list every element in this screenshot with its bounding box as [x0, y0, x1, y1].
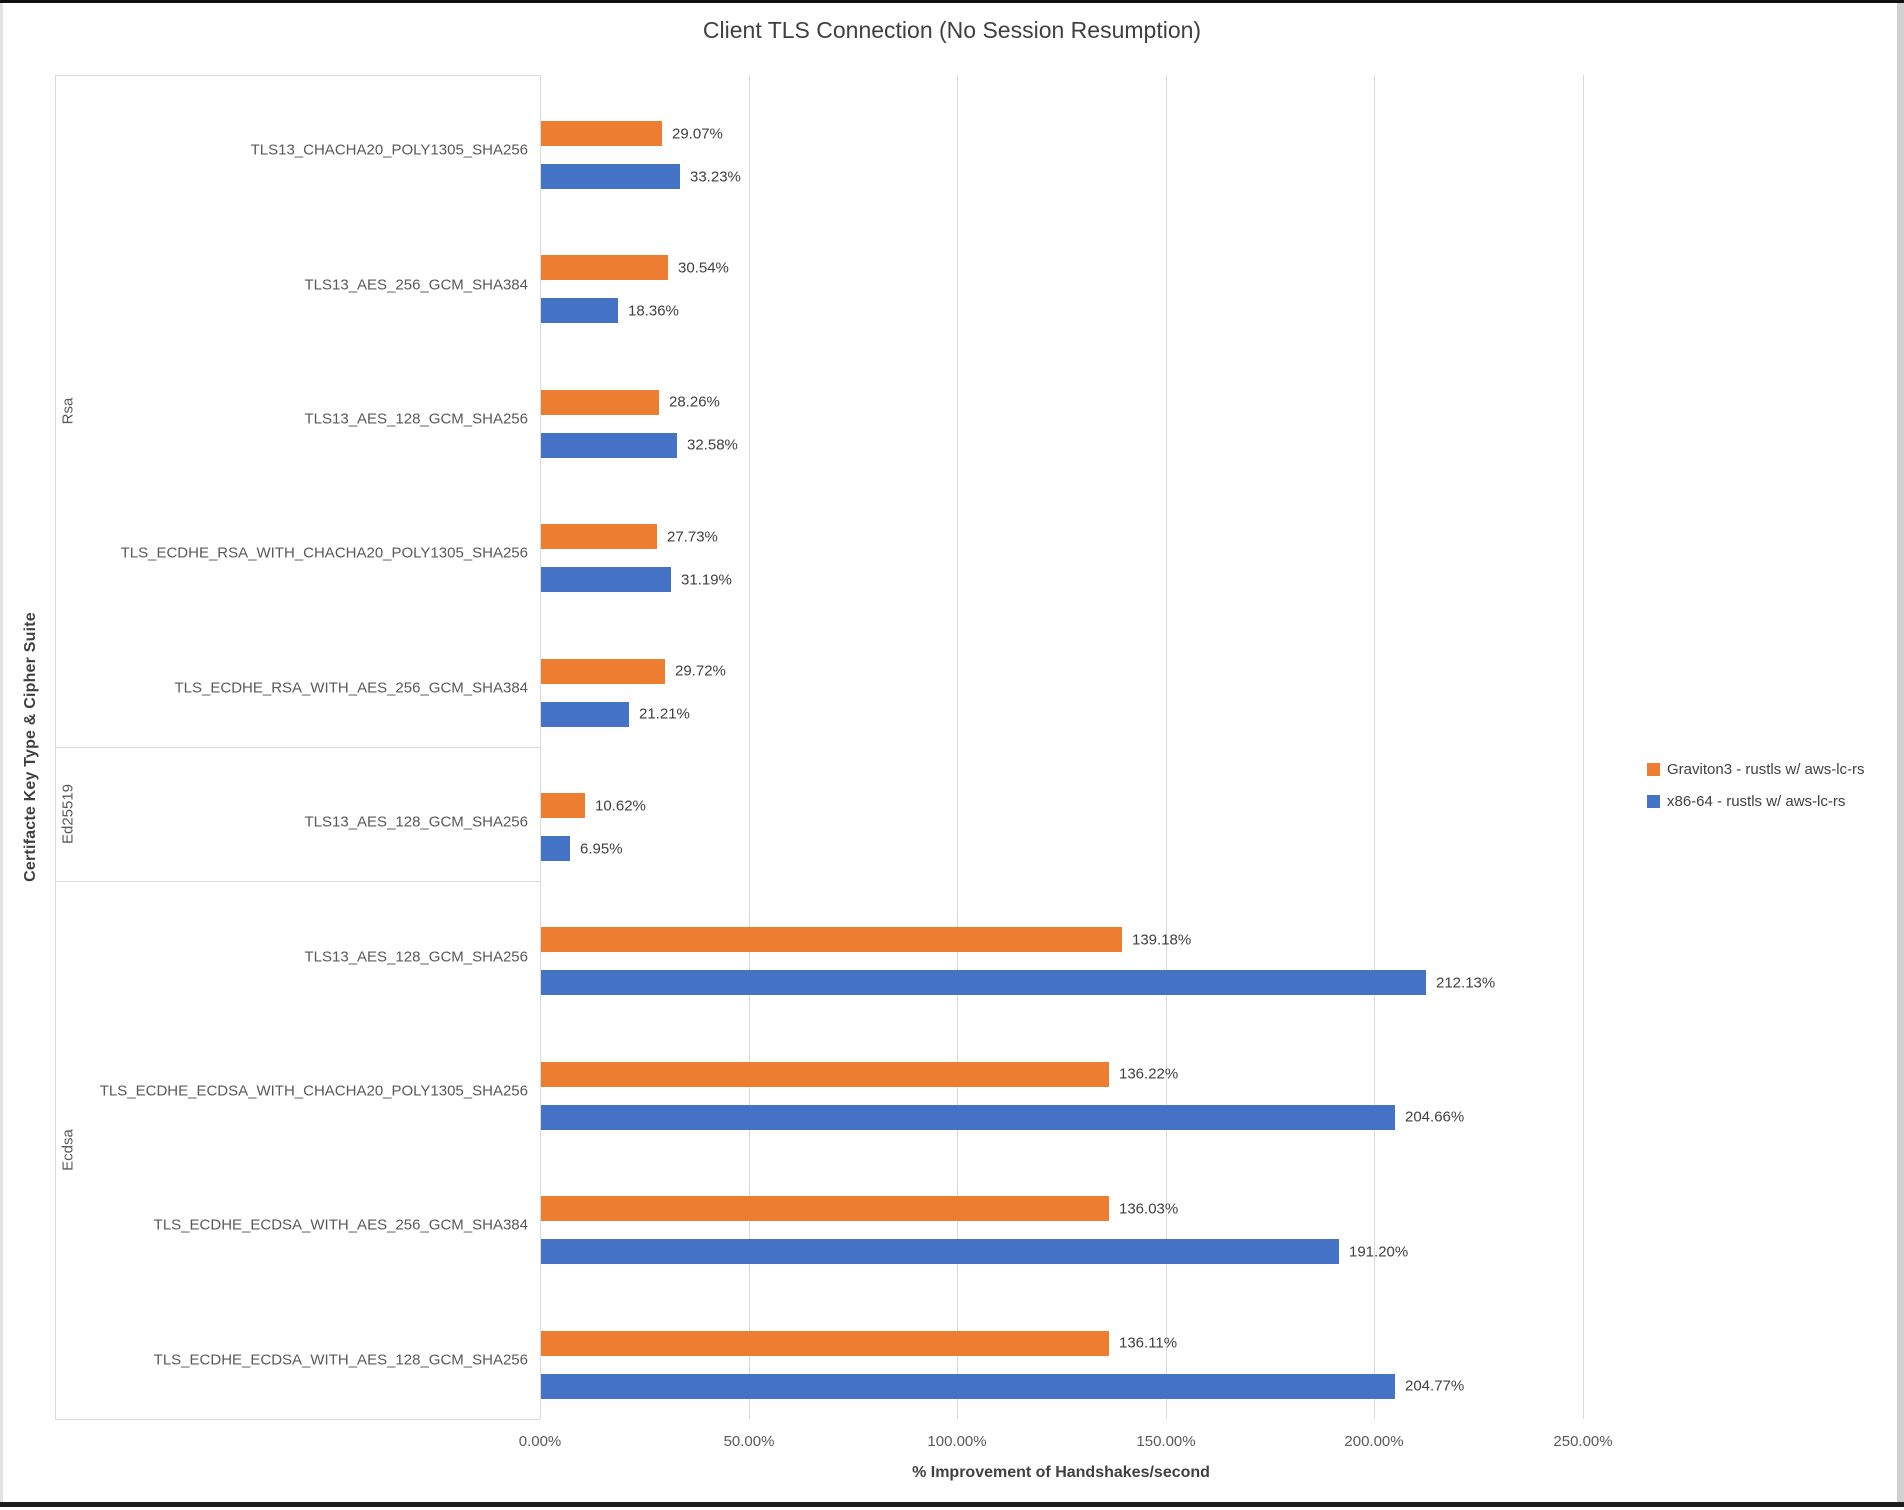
gridline: [1374, 75, 1375, 1419]
graviton3-data-label: 29.07%: [672, 125, 723, 143]
window-left-edge: [0, 3, 3, 1502]
label-box-bottom-border: [55, 1419, 540, 1420]
x86-64-bar[interactable]: [541, 567, 671, 592]
graviton3-data-label: 27.73%: [667, 528, 718, 546]
x-axis-tick-label: 0.00%: [518, 1433, 562, 1450]
y-axis-title: Certifacte Key Type & Cipher Suite: [22, 612, 39, 882]
gridline: [1166, 75, 1167, 1419]
graviton3-data-label: 30.54%: [678, 259, 729, 277]
graviton3-bar[interactable]: [541, 1331, 1109, 1356]
graviton3-bar[interactable]: [541, 390, 659, 415]
x86-64-bar[interactable]: [541, 1374, 1395, 1399]
graviton3-bar[interactable]: [541, 1062, 1109, 1087]
graviton3-data-label: 29.72%: [675, 662, 726, 680]
x86-64-data-label: 31.19%: [681, 571, 732, 589]
category-label: TLS13_AES_128_GCM_SHA256: [304, 813, 528, 831]
graviton3-bar[interactable]: [541, 927, 1122, 952]
graviton3-bar[interactable]: [541, 793, 585, 818]
x-axis-tick-label: 100.00%: [927, 1433, 987, 1450]
category-label: TLS_ECDHE_ECDSA_WITH_AES_256_GCM_SHA384: [153, 1216, 528, 1234]
category-label: TLS_ECDHE_RSA_WITH_AES_256_GCM_SHA384: [174, 679, 528, 697]
x-axis-title: % Improvement of Handshakes/second: [912, 1464, 1210, 1481]
x86-64-data-label: 212.13%: [1436, 974, 1496, 992]
category-label: TLS13_AES_128_GCM_SHA256: [304, 948, 528, 966]
x86-64-bar[interactable]: [541, 298, 618, 323]
category-label: TLS_ECDHE_ECDSA_WITH_AES_128_GCM_SHA256: [153, 1351, 528, 1369]
gridline: [1583, 75, 1584, 1419]
x86-64-bar[interactable]: [541, 164, 680, 189]
window-top-edge: [0, 0, 1904, 3]
category-label: TLS13_CHACHA20_POLY1305_SHA256: [250, 141, 528, 159]
x86-64-bar[interactable]: [541, 433, 677, 458]
x-axis-tick-label: 50.00%: [723, 1433, 775, 1450]
x86-64-data-label: 204.66%: [1405, 1108, 1465, 1126]
graviton3-data-label: 136.11%: [1119, 1334, 1178, 1352]
legend-item-graviton3[interactable]: Graviton3 - rustls w/ aws-lc-rs: [1647, 761, 1865, 778]
x86-64-data-label: 33.23%: [690, 168, 741, 186]
key-type-group-label: Ecdsa: [59, 1129, 77, 1171]
gridline: [540, 75, 541, 1419]
graviton3-bar[interactable]: [541, 255, 668, 280]
legend-item-x86_64[interactable]: x86-64 - rustls w/ aws-lc-rs: [1647, 793, 1845, 810]
graviton3-data-label: 136.22%: [1119, 1065, 1179, 1083]
x86-64-bar[interactable]: [541, 970, 1426, 995]
x-axis-tick-label: 200.00%: [1344, 1433, 1404, 1450]
x86-64-data-label: 18.36%: [628, 302, 679, 320]
x86-64-data-label: 6.95%: [580, 840, 623, 858]
chart-title: Client TLS Connection (No Session Resump…: [702, 17, 1202, 43]
category-label: TLS13_AES_256_GCM_SHA384: [304, 276, 528, 294]
x86-64-data-label: 32.58%: [687, 436, 738, 454]
legend-color-swatch-icon: [1647, 763, 1660, 776]
x86-64-bar[interactable]: [541, 836, 570, 861]
x86-64-bar[interactable]: [541, 702, 629, 727]
graviton3-bar[interactable]: [541, 524, 657, 549]
legend-item-label: Graviton3 - rustls w/ aws-lc-rs: [1667, 761, 1865, 778]
window-bottom-edge: [0, 1502, 1904, 1507]
x86-64-bar[interactable]: [541, 1239, 1339, 1264]
x86-64-data-label: 204.77%: [1405, 1377, 1465, 1395]
label-box-top-border: [55, 75, 540, 76]
graviton3-bar[interactable]: [541, 1196, 1109, 1221]
graviton3-bar[interactable]: [541, 659, 665, 684]
x-axis-tick-label: 250.00%: [1553, 1433, 1613, 1450]
legend-color-swatch-icon: [1647, 795, 1660, 808]
chart-right-border: [1897, 3, 1904, 1502]
x-axis-tick-label: 150.00%: [1136, 1433, 1196, 1450]
group-separator: [55, 747, 540, 748]
graviton3-data-label: 10.62%: [595, 797, 646, 815]
x86-64-data-label: 191.20%: [1349, 1243, 1409, 1261]
graviton3-data-label: 136.03%: [1119, 1200, 1179, 1218]
category-label: TLS13_AES_128_GCM_SHA256: [304, 410, 528, 428]
category-label: TLS_ECDHE_RSA_WITH_CHACHA20_POLY1305_SHA…: [120, 544, 528, 562]
legend-item-label: x86-64 - rustls w/ aws-lc-rs: [1667, 793, 1846, 810]
x86-64-data-label: 21.21%: [639, 705, 690, 723]
graviton3-data-label: 139.18%: [1132, 931, 1192, 949]
group-separator: [55, 881, 540, 882]
graviton3-data-label: 28.26%: [669, 393, 720, 411]
gridline: [749, 75, 750, 1419]
x86-64-bar[interactable]: [541, 1105, 1395, 1130]
graviton3-bar[interactable]: [541, 121, 662, 146]
gridline: [957, 75, 958, 1419]
category-label: TLS_ECDHE_ECDSA_WITH_CHACHA20_POLY1305_S…: [99, 1082, 528, 1100]
